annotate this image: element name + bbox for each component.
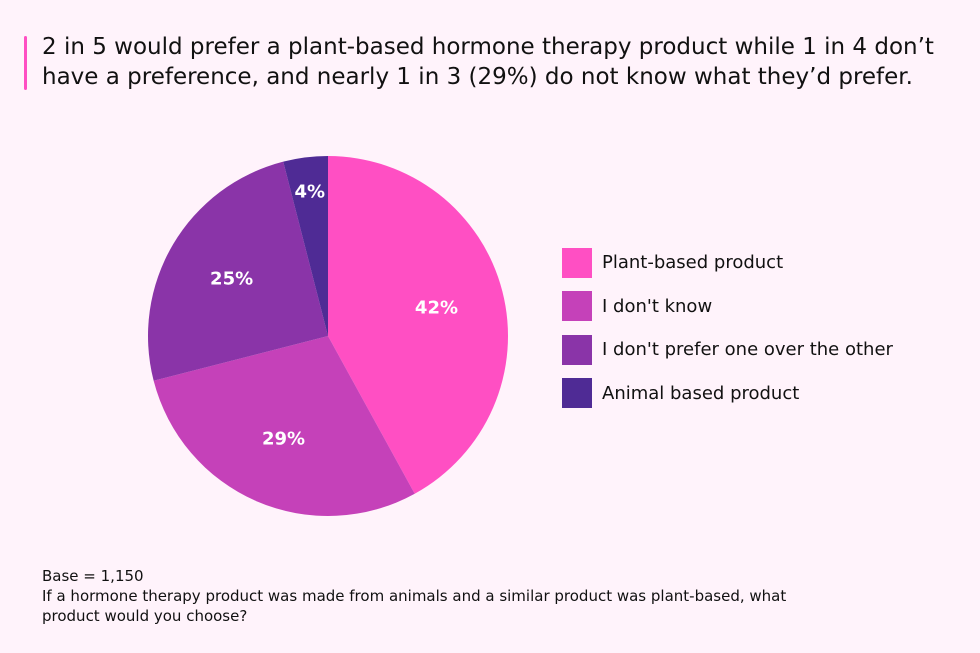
footnote: Base = 1,150 If a hormone therapy produc… (42, 566, 802, 626)
legend-label: I don't know (602, 295, 713, 317)
legend-item-plant-based: Plant-based product (562, 246, 893, 279)
legend-item-dont-know: I don't know (562, 290, 893, 323)
footnote-base: Base = 1,150 (42, 567, 144, 585)
pie-label-plant-based: 42% (415, 298, 458, 319)
legend-swatch (562, 291, 592, 321)
footnote-question: If a hormone therapy product was made fr… (42, 587, 787, 625)
pie-slice-dont-know (153, 336, 415, 516)
legend-label: I don't prefer one over the other (602, 339, 893, 360)
legend-swatch (562, 334, 592, 365)
pie-slice-animal-based (283, 156, 328, 336)
legend-swatch (562, 378, 592, 408)
pie-label-animal-based: 4% (295, 182, 326, 203)
pie-label-dont-know: 29% (262, 428, 305, 449)
legend-label: Animal based product (602, 382, 800, 404)
pie-label-no-preference: 25% (210, 268, 253, 289)
legend-swatch (562, 247, 592, 278)
legend-label: Plant-based product (602, 252, 784, 273)
chart-title: 2 in 5 would prefer a plant-based hormon… (42, 34, 934, 90)
chart-legend: Plant-based product I don't know I don't p… (562, 246, 893, 420)
legend-item-no-preference: I don't prefer one over the other (562, 333, 893, 366)
pie-slice-plant-based (328, 156, 508, 494)
title-accent-bar (24, 36, 27, 90)
pie-slice-no-preference (148, 161, 328, 381)
legend-item-animal-based: Animal based product (562, 377, 893, 410)
pie-chart: 42% 29% 25% 4% (148, 156, 508, 516)
